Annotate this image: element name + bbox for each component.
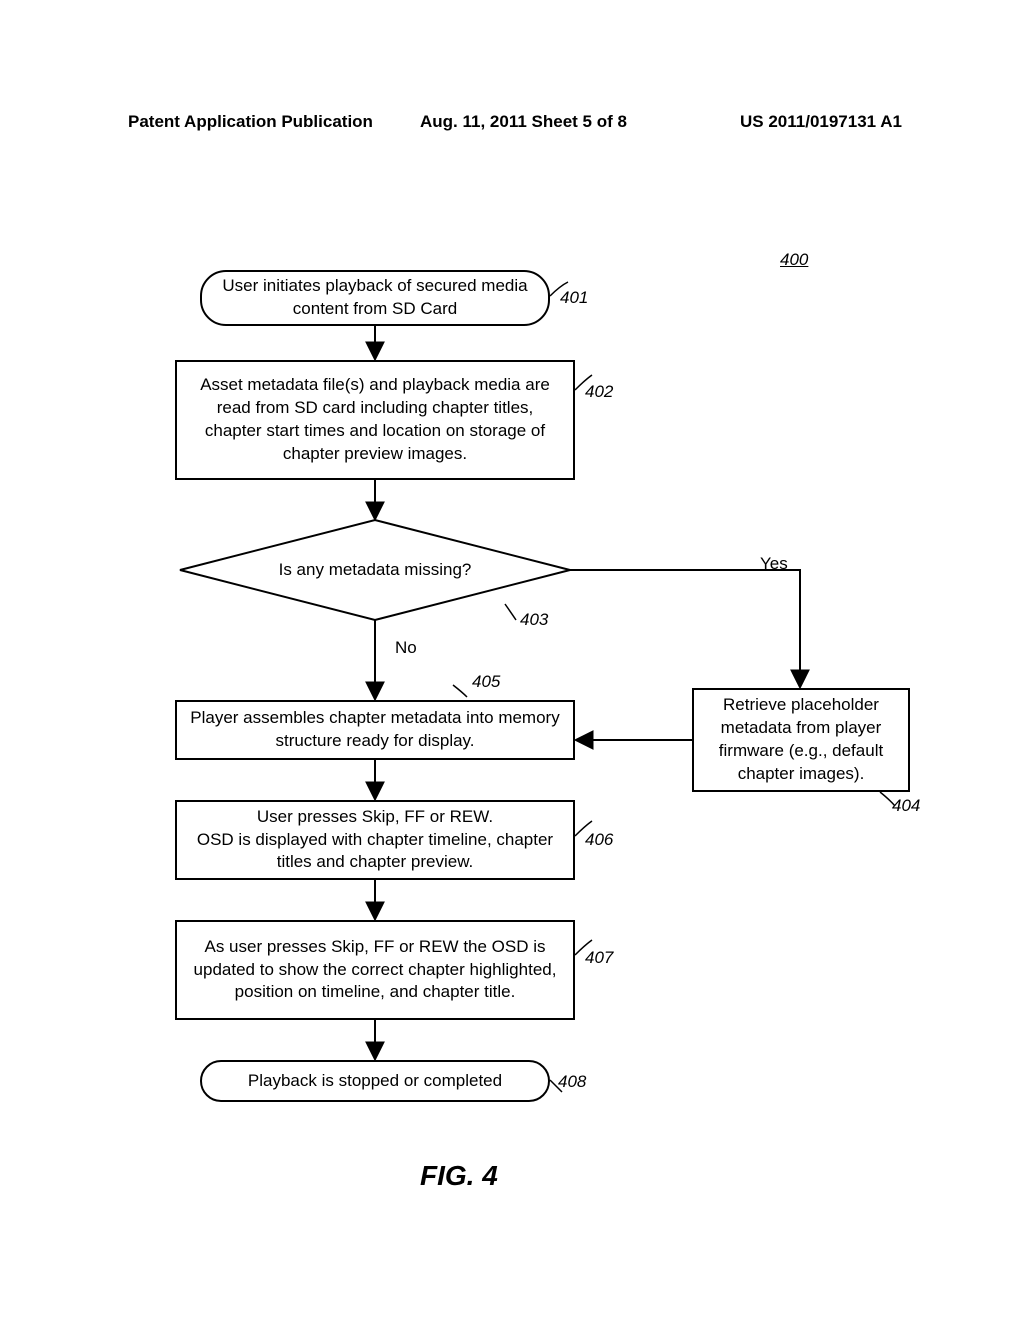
label-408: 408 <box>558 1072 586 1092</box>
node-408-text: Playback is stopped or completed <box>248 1070 502 1093</box>
label-407: 407 <box>585 948 613 968</box>
header-left: Patent Application Publication <box>128 112 373 132</box>
node-406: User presses Skip, FF or REW. OSD is dis… <box>175 800 575 880</box>
figure-label: FIG. 4 <box>420 1160 498 1192</box>
edge-label-yes: Yes <box>760 554 788 574</box>
node-403: Is any metadata missing? <box>180 520 570 620</box>
node-407-text: As user presses Skip, FF or REW the OSD … <box>187 936 563 1005</box>
node-401: User initiates playback of secured media… <box>200 270 550 326</box>
node-406-text: User presses Skip, FF or REW. OSD is dis… <box>187 806 563 875</box>
header-center: Aug. 11, 2011 Sheet 5 of 8 <box>420 112 627 132</box>
diagram-ref-label: 400 <box>780 250 808 270</box>
node-401-text: User initiates playback of secured media… <box>212 275 538 321</box>
label-406: 406 <box>585 830 613 850</box>
node-405-text: Player assembles chapter metadata into m… <box>187 707 563 753</box>
edge-label-no: No <box>395 638 417 658</box>
node-404-text: Retrieve placeholder metadata from playe… <box>704 694 898 786</box>
node-402-text: Asset metadata file(s) and playback medi… <box>187 374 563 466</box>
page: Patent Application Publication Aug. 11, … <box>0 0 1024 1320</box>
node-402: Asset metadata file(s) and playback medi… <box>175 360 575 480</box>
node-403-text: Is any metadata missing? <box>279 560 472 580</box>
callout-405 <box>453 685 467 697</box>
label-401: 401 <box>560 288 588 308</box>
edge-403-404-yes <box>570 570 800 686</box>
flow-connectors <box>0 0 1024 1320</box>
label-402: 402 <box>585 382 613 402</box>
node-408: Playback is stopped or completed <box>200 1060 550 1102</box>
label-404: 404 <box>892 796 920 816</box>
label-405: 405 <box>472 672 500 692</box>
node-405: Player assembles chapter metadata into m… <box>175 700 575 760</box>
header-right: US 2011/0197131 A1 <box>740 112 902 132</box>
node-407: As user presses Skip, FF or REW the OSD … <box>175 920 575 1020</box>
node-404: Retrieve placeholder metadata from playe… <box>692 688 910 792</box>
label-403: 403 <box>520 610 548 630</box>
